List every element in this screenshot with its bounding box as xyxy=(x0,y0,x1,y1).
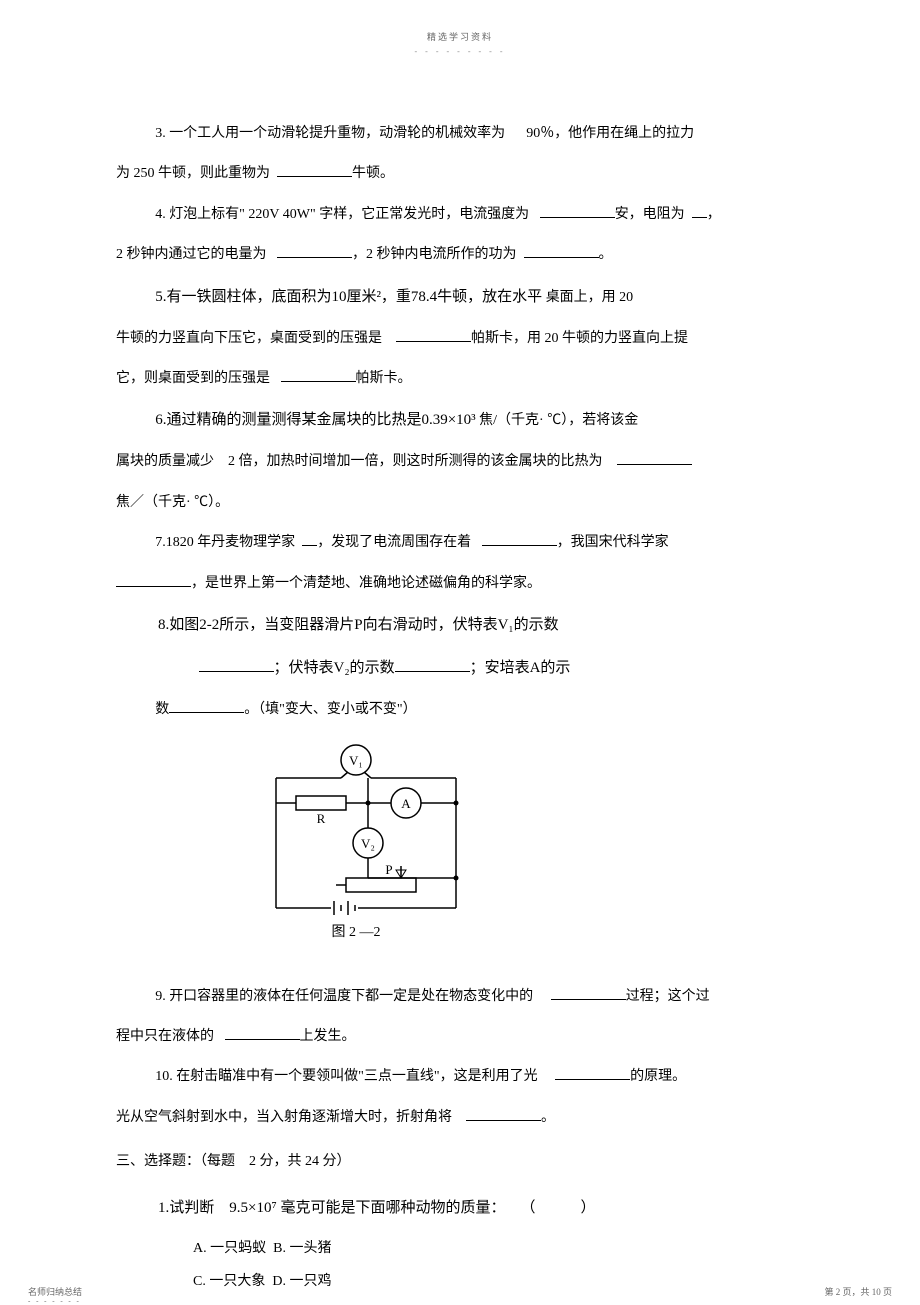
q3-blank xyxy=(277,163,352,177)
q4-prefix: 4. 灯泡上标有" 220V 40W" 字样，它正常发光时，电流强度为 xyxy=(155,207,529,222)
q3-text-2: ，他作用在绳上的拉力 xyxy=(554,126,694,141)
question-6-line2: 属块的质量减少 2 倍，加热时间增加一倍，则这时所测得的该金属块的比热为 xyxy=(116,444,804,480)
circuit-svg: V₁ R A V₂ xyxy=(256,738,476,943)
q4-mid2: ， xyxy=(707,207,721,222)
q6-prefix: 6.通过精确的测量测得某金属块的比热是0.39×10³ xyxy=(155,412,475,428)
question-5: 5.有一铁圆柱体，底面积为10厘米²，重78.4牛顿，放在水平 桌面上，用 20 xyxy=(116,278,804,317)
q3-suffix: 牛顿。 xyxy=(352,166,394,181)
q5-blank2 xyxy=(281,368,356,382)
circuit-caption: 图 2 —2 xyxy=(332,925,381,940)
q7-blank3 xyxy=(116,573,191,587)
q8-line2b: ；安培表A的示 xyxy=(470,660,571,676)
section3-q1-options: A. 一只蚂蚁 B. 一头猪 C. 一只大象 D. 一只鸡 xyxy=(193,1232,804,1299)
q10-prefix: 10. 在射击瞄准中有一个要领叫做"三点一直线"，这是利用了光 xyxy=(155,1069,537,1084)
q3-percent: 90％ xyxy=(526,126,554,141)
s3q1-text: 1.试判断 9.5×10⁷ 毫克可能是下面哪种动物的质量： xyxy=(158,1200,505,1216)
q9-prefix: 9. 开口容器里的液体在任何温度下都一定是处在物态变化中的 xyxy=(155,989,533,1004)
q10-line2a: 光从空气斜射到水中，当入射角逐渐增大时，折射角将 xyxy=(116,1110,452,1125)
question-6-line3: 焦／（千克· ℃）。 xyxy=(116,485,804,521)
footer-left-dots: - - - - - - - xyxy=(28,1297,81,1305)
q6-line3: 焦／（千克· ℃）。 xyxy=(116,495,229,510)
q7-line2: ，是世界上第一个清楚地、准确地论述磁偏角的科学家。 xyxy=(191,576,541,591)
q4-blank2 xyxy=(692,204,707,218)
q5-line2a: 牛顿的力竖直向下压它，桌面受到的压强是 xyxy=(116,331,382,346)
q6-mid: 焦/（千克· ℃），若将该金 xyxy=(479,413,638,428)
question-9: 9. 开口容器里的液体在任何温度下都一定是处在物态变化中的 过程；这个过 xyxy=(116,979,804,1015)
question-10: 10. 在射击瞄准中有一个要领叫做"三点一直线"，这是利用了光 的原理。 xyxy=(116,1059,804,1095)
p-label: P xyxy=(385,862,392,877)
q4-blank1 xyxy=(540,204,615,218)
question-3: 3. 一个工人用一个动滑轮提升重物，动滑轮的机械效率为 90％，他作用在绳上的拉… xyxy=(116,116,804,152)
v1-label: V₁ xyxy=(349,753,363,768)
option-line-2: C. 一只大象 D. 一只鸡 xyxy=(193,1265,804,1299)
q10-blank1 xyxy=(555,1066,630,1080)
q6-line2: 属块的质量减少 2 倍，加热时间增加一倍，则这时所测得的该金属块的比热为 xyxy=(116,454,603,469)
section-3-title: 三、选择题：（每题 2 分，共 24 分） xyxy=(116,1144,804,1180)
question-7-line2: ，是世界上第一个清楚地、准确地论述磁偏角的科学家。 xyxy=(116,566,804,602)
question-6: 6.通过精确的测量测得某金属块的比热是0.39×10³ 焦/（千克· ℃），若将… xyxy=(116,401,804,440)
q3-line2-text: 为 250 牛顿，则此重物为 xyxy=(116,166,270,181)
q10-mid: 的原理。 xyxy=(630,1069,686,1084)
s3q1-paren: （ ） xyxy=(520,1200,595,1216)
q5-line2b: 帕斯卡，用 20 牛顿的力竖直向上提 xyxy=(471,331,688,346)
q8-blank2 xyxy=(395,658,470,672)
q8-blank3 xyxy=(169,699,244,713)
q7-mid2: ，我国宋代科学家 xyxy=(557,535,669,550)
q8-line2a: ；伏特表V₂的示数 xyxy=(274,660,395,676)
q8-line3b: 。（填"变大、变小或不变"） xyxy=(244,702,416,717)
q7-prefix: 7.1820 年丹麦物理学家 xyxy=(155,535,295,550)
question-8: 8.如图2-2所示，当变阻器滑片P向右滑动时，伏特表V₁的示数 xyxy=(116,606,804,645)
question-8-line2: ；伏特表V₂的示数 ；安培表A的示 xyxy=(199,649,805,688)
a-label: A xyxy=(401,796,411,811)
q4-mid1: 安，电阻为 xyxy=(615,207,685,222)
question-9-line2: 程中只在液体的 上发生。 xyxy=(116,1019,804,1055)
question-4: 4. 灯泡上标有" 220V 40W" 字样，它正常发光时，电流强度为 安，电阻… xyxy=(116,197,804,233)
question-8-line3: 数 。（填"变大、变小或不变"） xyxy=(116,692,804,728)
q9-line2a: 程中只在液体的 xyxy=(116,1029,214,1044)
q5-mid1: 桌面上，用 20 xyxy=(546,290,634,305)
option-c: C. 一只大象 xyxy=(193,1274,265,1289)
question-5-line2: 牛顿的力竖直向下压它，桌面受到的压强是 帕斯卡，用 20 牛顿的力竖直向上提 xyxy=(116,321,804,357)
circuit-diagram: V₁ R A V₂ xyxy=(256,738,804,958)
document-content: 3. 一个工人用一个动滑轮提升重物，动滑轮的机械效率为 90％，他作用在绳上的拉… xyxy=(116,116,804,1299)
q4-line2a: 2 秒钟内通过它的电量为 xyxy=(116,247,267,262)
q5-prefix: 5.有一铁圆柱体，底面积为10厘米²，重78.4牛顿，放在水平 xyxy=(155,289,542,305)
q7-blank1 xyxy=(302,532,317,546)
q5-blank1 xyxy=(396,328,471,342)
v2-label: V₂ xyxy=(361,836,375,851)
option-b: B. 一头猪 xyxy=(273,1241,331,1256)
section3-q1: 1.试判断 9.5×10⁷ 毫克可能是下面哪种动物的质量： （ ） xyxy=(116,1189,804,1228)
header-dots: - - - - - - - - - xyxy=(116,47,804,56)
question-4-line2: 2 秒钟内通过它的电量为 ，2 秒钟内电流所作的功为 。 xyxy=(116,237,804,273)
q9-line2b: 上发生。 xyxy=(300,1029,356,1044)
q10-line2b: 。 xyxy=(541,1110,555,1125)
footer-page-number: 第 2 页，共 10 页 xyxy=(824,1285,892,1298)
option-line-1: A. 一只蚂蚁 B. 一头猪 xyxy=(193,1232,804,1266)
q4-blank3 xyxy=(277,244,352,258)
q9-mid: 过程；这个过 xyxy=(626,989,710,1004)
q9-blank2 xyxy=(225,1026,300,1040)
header-watermark: 精选学习资料 xyxy=(116,30,804,43)
q6-blank xyxy=(617,451,692,465)
q5-line3a: 它，则桌面受到的压强是 xyxy=(116,371,270,386)
q4-suffix: 。 xyxy=(599,247,613,262)
option-d: D. 一只鸡 xyxy=(272,1274,331,1289)
q8-line3a: 数 xyxy=(155,702,169,717)
q8-blank1 xyxy=(199,658,274,672)
q4-blank4 xyxy=(524,244,599,258)
q7-blank2 xyxy=(482,532,557,546)
option-a: A. 一只蚂蚁 xyxy=(193,1241,266,1256)
question-5-line3: 它，则桌面受到的压强是 帕斯卡。 xyxy=(116,361,804,397)
q9-blank1 xyxy=(551,986,626,1000)
q10-blank2 xyxy=(466,1107,541,1121)
q4-line2b: ，2 秒钟内电流所作的功为 xyxy=(352,247,517,262)
question-7: 7.1820 年丹麦物理学家 ，发现了电流周围存在着 ，我国宋代科学家 xyxy=(116,525,804,561)
q7-mid1: ，发现了电流周围存在着 xyxy=(317,535,471,550)
question-3-line2: 为 250 牛顿，则此重物为 牛顿。 xyxy=(116,156,804,192)
r-label: R xyxy=(317,811,326,826)
q8-line1: 8.如图2-2所示，当变阻器滑片P向右滑动时，伏特表V₁的示数 xyxy=(158,617,559,633)
question-10-line2: 光从空气斜射到水中，当入射角逐渐增大时，折射角将 。 xyxy=(116,1100,804,1136)
q3-text-1: 3. 一个工人用一个动滑轮提升重物，动滑轮的机械效率为 xyxy=(155,126,505,141)
q5-line3b: 帕斯卡。 xyxy=(356,371,412,386)
